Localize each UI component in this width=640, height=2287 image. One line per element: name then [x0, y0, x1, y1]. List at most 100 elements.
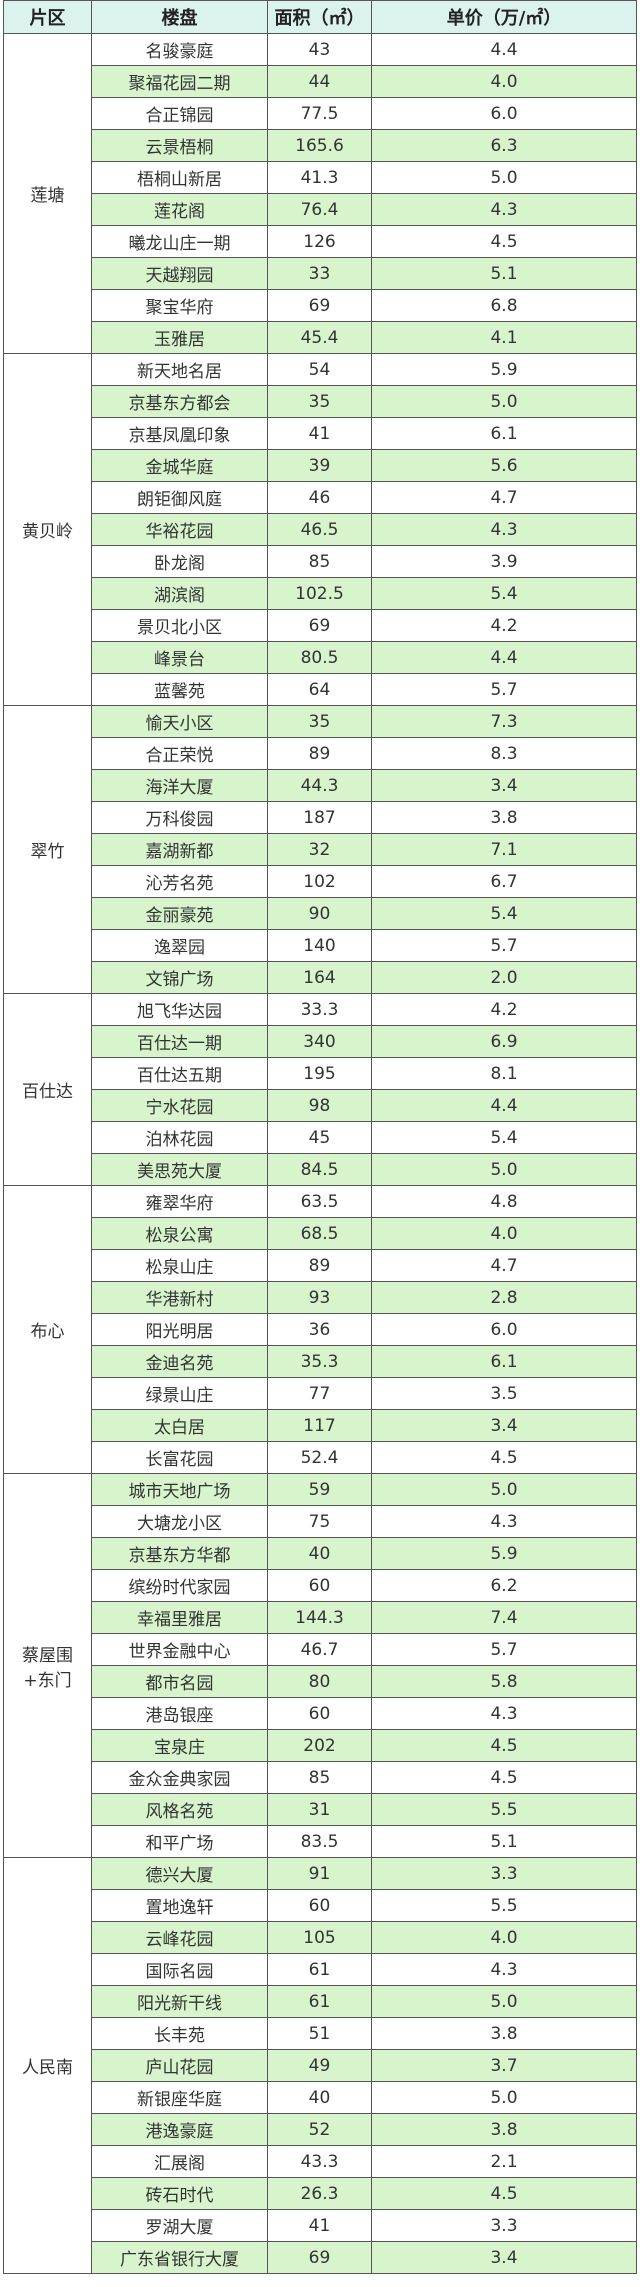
estate-cell: 泊林花园	[91, 1121, 268, 1154]
estate-cell: 金城华庭	[91, 449, 268, 482]
area-cell: 64	[267, 673, 372, 706]
table-row: 金城华庭 39 5.6	[4, 449, 637, 482]
estate-cell: 蓝馨苑	[91, 673, 268, 706]
area-cell: 40	[267, 1537, 372, 1570]
estate-cell: 曦龙山庄一期	[91, 225, 268, 258]
area-cell: 93	[267, 1281, 372, 1314]
district-cell: 百仕达	[3, 993, 92, 1186]
estate-cell: 华港新村	[91, 1281, 268, 1314]
housing-price-table: 片区 楼盘 面积（㎡） 单价（万/㎡） 莲塘 名骏豪庭 43 4.4 聚福花园二期 44 4…	[3, 0, 637, 2274]
price-cell: 4.4	[371, 33, 637, 66]
price-cell: 5.0	[371, 1473, 637, 1506]
price-cell: 3.8	[371, 2017, 637, 2050]
area-cell: 60	[267, 1569, 372, 1602]
price-cell: 8.1	[371, 1057, 637, 1090]
estate-cell: 幸福里雅居	[91, 1601, 268, 1634]
area-cell: 35	[267, 705, 372, 738]
estate-cell: 万科俊园	[91, 801, 268, 834]
price-cell: 5.5	[371, 1793, 637, 1826]
area-cell: 43.3	[267, 2145, 372, 2178]
price-cell: 7.1	[371, 833, 637, 866]
price-cell: 4.5	[371, 2177, 637, 2210]
table-row: 大塘龙小区 75 4.3	[4, 1505, 637, 1538]
area-cell: 187	[267, 801, 372, 834]
area-cell: 41.3	[267, 161, 372, 194]
price-cell: 5.4	[371, 577, 637, 610]
table-row: 景贝北小区 69 4.2	[4, 609, 637, 642]
table-row: 松泉公寓 68.5 4.0	[4, 1217, 637, 1250]
estate-cell: 风格名苑	[91, 1793, 268, 1826]
area-cell: 61	[267, 1985, 372, 2018]
table-row: 天越翔园 33 5.1	[4, 257, 637, 290]
area-cell: 77.5	[267, 97, 372, 130]
price-cell: 5.7	[371, 673, 637, 706]
price-cell: 5.0	[371, 2081, 637, 2114]
table-row: 松泉山庄 89 4.7	[4, 1249, 637, 1282]
estate-cell: 宝泉庄	[91, 1729, 268, 1762]
area-cell: 68.5	[267, 1217, 372, 1250]
price-cell: 4.3	[371, 1697, 637, 1730]
estate-cell: 愉天小区	[91, 705, 268, 738]
table-row: 长丰苑 51 3.8	[4, 2017, 637, 2050]
table-row: 港逸豪庭 52 3.8	[4, 2113, 637, 2146]
header-estate: 楼盘	[91, 0, 268, 34]
table-row: 金迪名苑 35.3 6.1	[4, 1345, 637, 1378]
estate-cell: 都市名园	[91, 1665, 268, 1698]
estate-cell: 华裕花园	[91, 513, 268, 546]
table-row: 缤纷时代家园 60 6.2	[4, 1569, 637, 1602]
area-cell: 35.3	[267, 1345, 372, 1378]
district-cell: 人民南	[3, 1857, 92, 2274]
price-cell: 4.4	[371, 641, 637, 674]
price-cell: 4.3	[371, 1505, 637, 1538]
table-row: 蔡屋围 +东门 城市天地广场 59 5.0	[3, 1473, 637, 1858]
area-cell: 84.5	[267, 1153, 372, 1186]
table-row: 绿景山庄 77 3.5	[4, 1377, 637, 1410]
price-cell: 5.5	[371, 1889, 637, 1922]
estate-cell: 莲花阁	[91, 193, 268, 226]
table-row: 聚宝华府 69 6.8	[4, 289, 637, 322]
price-cell: 4.0	[371, 65, 637, 98]
price-cell: 3.9	[371, 545, 637, 578]
estate-cell: 名骏豪庭	[91, 33, 268, 66]
area-cell: 52	[267, 2113, 372, 2146]
estate-cell: 天越翔园	[91, 257, 268, 290]
price-cell: 5.6	[371, 449, 637, 482]
area-cell: 69	[267, 289, 372, 322]
estate-cell: 新天地名居	[91, 353, 268, 386]
estate-cell: 美思苑大厦	[91, 1153, 268, 1186]
estate-cell: 云景梧桐	[91, 129, 268, 162]
table-row: 湖滨阁 102.5 5.4	[4, 577, 637, 610]
estate-cell: 阳光新干线	[91, 1985, 268, 2018]
price-cell: 3.8	[371, 801, 637, 834]
price-cell: 4.5	[371, 1441, 637, 1474]
table-row: 长富花园 52.4 4.5	[4, 1441, 637, 1474]
area-cell: 98	[267, 1089, 372, 1122]
price-cell: 4.7	[371, 1249, 637, 1282]
price-cell: 4.0	[371, 1921, 637, 1954]
area-cell: 69	[267, 609, 372, 642]
table-row: 风格名苑 31 5.5	[4, 1793, 637, 1826]
estate-cell: 国际名园	[91, 1953, 268, 1986]
table-row: 合正荣悦 89 8.3	[4, 737, 637, 770]
area-cell: 26.3	[267, 2177, 372, 2210]
table-row: 世界金融中心 46.7 5.7	[4, 1633, 637, 1666]
header-district: 片区	[3, 0, 92, 34]
area-cell: 202	[267, 1729, 372, 1762]
price-cell: 6.2	[371, 1569, 637, 1602]
price-cell: 2.1	[371, 2145, 637, 2178]
area-cell: 75	[267, 1505, 372, 1538]
table-row: 新银座华庭 40 5.0	[4, 2081, 637, 2114]
table-row: 金丽豪苑 90 5.4	[4, 897, 637, 930]
estate-cell: 阳光明居	[91, 1313, 268, 1346]
estate-cell: 缤纷时代家园	[91, 1569, 268, 1602]
price-cell: 3.4	[371, 1409, 637, 1442]
estate-cell: 新银座华庭	[91, 2081, 268, 2114]
estate-cell: 旭飞华达园	[91, 993, 268, 1026]
estate-cell: 朗钜御风庭	[91, 481, 268, 514]
table-row: 沁芳名苑 102 6.7	[4, 865, 637, 898]
price-cell: 3.4	[371, 769, 637, 802]
area-cell: 80	[267, 1665, 372, 1698]
estate-cell: 广东省银行大厦	[91, 2241, 268, 2274]
table-row: 和平广场 83.5 5.1	[4, 1825, 637, 1858]
area-cell: 69	[267, 2241, 372, 2274]
